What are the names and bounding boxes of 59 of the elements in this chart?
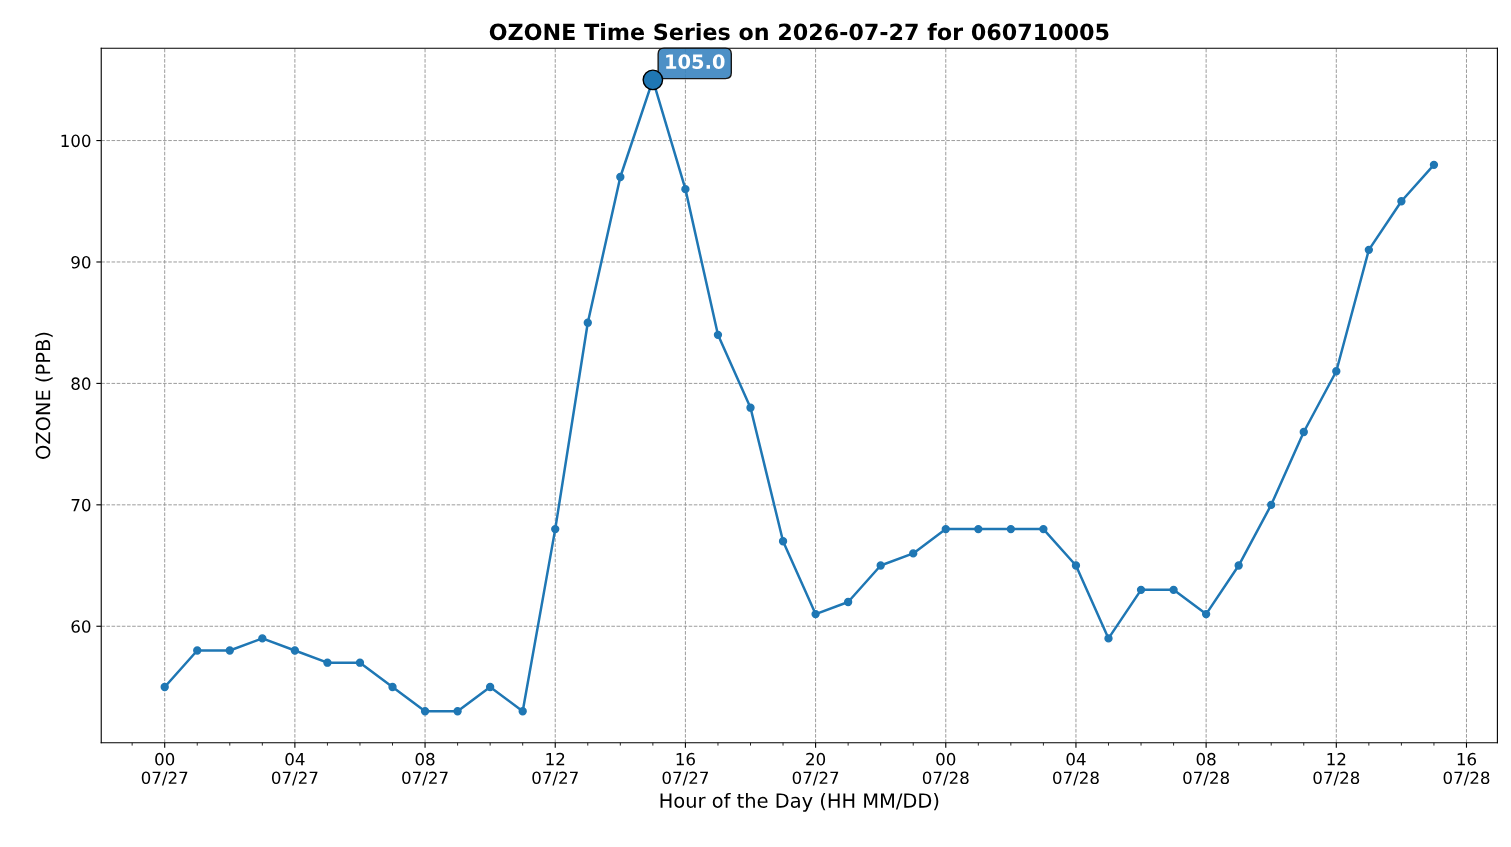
y-tick-label: 60 xyxy=(71,620,91,633)
x-tick-label: 20 07/27 xyxy=(792,752,839,786)
x-tick-label: 00 07/27 xyxy=(141,752,188,786)
point xyxy=(225,646,234,655)
x-axis-title: Hour of the Day (HH MM/DD) xyxy=(660,792,939,812)
point xyxy=(1364,245,1374,255)
y-tick-label: 70 xyxy=(71,498,91,512)
point xyxy=(876,561,885,570)
x-tick-label: 08 07/27 xyxy=(402,752,448,786)
point xyxy=(1267,500,1276,509)
point xyxy=(1429,160,1439,170)
y-tick-label: 80 xyxy=(71,377,91,390)
x-tick-label: 04 07/28 xyxy=(1053,752,1099,786)
point xyxy=(551,524,560,534)
point xyxy=(193,646,202,655)
point xyxy=(713,330,723,340)
x-tick-label: 12 07/27 xyxy=(532,752,578,786)
point xyxy=(681,184,690,194)
point xyxy=(1071,561,1081,570)
point xyxy=(388,682,397,692)
point xyxy=(616,172,625,182)
point xyxy=(1332,367,1341,376)
point xyxy=(290,646,300,655)
chart-title: OZONE Time Series on 2026-07-27 for 060710005 xyxy=(489,23,1109,41)
x-tick-label: 16 07/27 xyxy=(662,752,708,786)
point xyxy=(811,609,820,619)
point xyxy=(746,403,755,412)
point xyxy=(1299,427,1308,437)
y-tick-label: 90 xyxy=(71,255,91,269)
point xyxy=(323,658,332,667)
point xyxy=(941,524,950,534)
point xyxy=(1136,585,1146,594)
point xyxy=(1201,609,1211,619)
point xyxy=(974,524,983,534)
x-tick-label: 08 07/28 xyxy=(1183,752,1229,786)
y-tick-label: 100 xyxy=(61,134,91,148)
point xyxy=(453,707,462,716)
point xyxy=(1234,561,1243,570)
x-tick-label: 16 07/28 xyxy=(1443,752,1490,786)
x-tick-label: 12 07/28 xyxy=(1313,752,1360,786)
point xyxy=(843,597,853,607)
point xyxy=(420,707,430,716)
point xyxy=(909,549,918,558)
point xyxy=(160,682,169,692)
annotation: 105.0 xyxy=(666,54,725,70)
y-axis-title: OZONE (PPB) xyxy=(35,332,53,459)
x-tick-label: 00 07/28 xyxy=(922,752,969,786)
point xyxy=(778,537,788,546)
point xyxy=(583,318,592,327)
point xyxy=(518,707,527,716)
point xyxy=(258,634,267,643)
point xyxy=(1104,634,1113,643)
point xyxy=(1397,197,1406,206)
point xyxy=(485,682,495,692)
point xyxy=(1006,524,1016,534)
x-tick-label: 04 07/27 xyxy=(271,752,318,786)
point xyxy=(1169,585,1178,594)
point xyxy=(355,658,365,667)
point xyxy=(1039,524,1048,534)
